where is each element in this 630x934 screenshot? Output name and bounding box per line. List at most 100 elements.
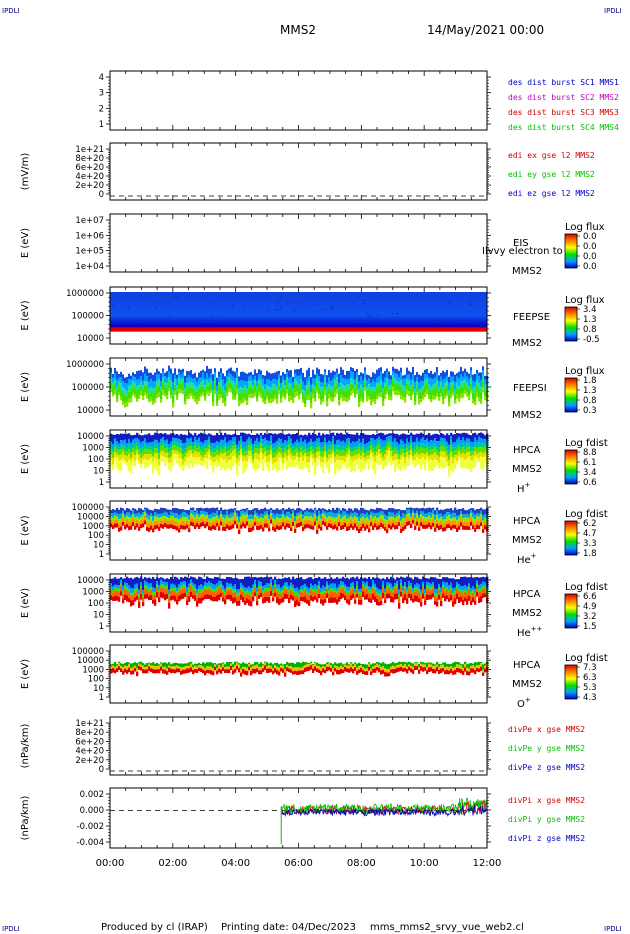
y-axis-label: (mV/m) (20, 153, 31, 191)
species-label: He++ (517, 625, 543, 639)
x-tick-label: 08:00 (347, 858, 376, 869)
corner-label-top-left: IPDLI (2, 7, 20, 15)
colorbar-label: 0.0 (583, 262, 597, 272)
colorbar-label: 6.6 (583, 592, 597, 602)
y-tick-label: 1 (99, 550, 104, 560)
legend-entry: divPe y gse MMS2 (508, 744, 585, 753)
y-tick-label: 0 (99, 765, 104, 775)
x-axis: 00:00 02:00 04:00 06:00 08:00 10:00 12:00 (96, 858, 502, 869)
y-tick-label: 100000 (72, 503, 104, 513)
spectrogram-6 (110, 432, 489, 477)
legend-entry: edi ex gse l2 MMS2 (508, 151, 595, 160)
colorbar-gradient (564, 520, 578, 556)
y-tick-label: 1 (99, 120, 104, 130)
panel-3: 1e+07 1e+06 1e+05 1e+04 E (eV) EIS MMS2 Ilvvy e… (20, 213, 605, 277)
spacecraft-label: MMS2 (512, 338, 542, 349)
spectrogram-5 (110, 362, 489, 409)
instrument-label: FEEPSI (513, 383, 547, 394)
panel-frame (109, 213, 488, 273)
colorbar-title: Log fdist (565, 653, 608, 664)
y-tick-label: 10 (93, 467, 104, 477)
colorbar-label: 3.3 (583, 539, 597, 549)
y-tick-label: 1e+06 (75, 231, 104, 241)
instrument-label: FEEPSE (513, 312, 550, 323)
legend: divPi x gse MMS2 divPi y gse MMS2 divPi z … (508, 796, 585, 843)
plot-date: 14/May/2021 00:00 (427, 23, 544, 37)
colorbar-label: 1.5 (583, 622, 597, 632)
colorbar-label: 0.6 (583, 478, 597, 488)
y-tick-label: 2e+20 (75, 756, 104, 766)
y-axis-label: E (eV) (20, 372, 31, 402)
series-line-2 (280, 797, 487, 816)
colorbar-label: 6.2 (583, 519, 597, 529)
y-tick-label: 10000 (77, 576, 104, 586)
x-tick-label: 00:00 (96, 858, 125, 869)
colorbar-label: 0.0 (583, 252, 597, 262)
legend-entry: divPi z gse MMS2 (508, 834, 585, 843)
y-tick-label: 1e+07 (75, 216, 104, 226)
colorbar-label: 4.9 (583, 602, 597, 612)
footer-produced-by: Produced by cl (IRAP) (101, 922, 208, 933)
plot-title: MMS2 (280, 23, 316, 37)
colorbar-gradient (564, 377, 578, 413)
y-tick-label: 1e+21 (75, 145, 104, 155)
colorbar-label: 1.8 (583, 376, 597, 386)
legend-entry: divPi x gse MMS2 (508, 796, 585, 805)
y-tick-label: 10000 (77, 432, 104, 442)
species-label: H+ (517, 481, 531, 495)
instrument-label: EIS (513, 238, 529, 249)
legend-entry: des dist burst SC3 MMS3 (508, 108, 619, 117)
instrument-label: HPCA (513, 589, 541, 600)
footer-file: mms_mms2_srvy_vue_web2.cl (370, 922, 524, 933)
panel-frame (109, 716, 488, 776)
y-tick-label: -0.004 (77, 838, 104, 848)
legend-entry: des dist burst SC2 MMS2 (508, 93, 619, 102)
y-tick-label: 100 (88, 455, 104, 465)
y-tick-label: 10000 (77, 406, 104, 416)
x-tick-label: 12:00 (473, 858, 502, 869)
y-axis-label: E (eV) (20, 300, 31, 330)
x-tick-label: 04:00 (221, 858, 250, 869)
y-tick-label: 1 (99, 622, 104, 632)
legend-entry: divPe x gse MMS2 (508, 725, 585, 734)
y-axis-label: E (eV) (20, 515, 31, 545)
colorbar-label: 6.3 (583, 673, 597, 683)
y-tick-label: 1 (99, 478, 104, 488)
colorbar-label: 7.3 (583, 663, 597, 673)
y-tick-label: 1000 (82, 522, 104, 532)
spacecraft-label: MMS2 (512, 410, 542, 421)
colorbar-gradient (564, 593, 578, 629)
colorbar-label: -0.5 (583, 335, 600, 345)
y-axis-label: E (eV) (20, 444, 31, 474)
colorbar-title: Log flux (565, 366, 605, 377)
colorbar-label: 1.3 (583, 386, 597, 396)
y-tick-label: 1000 (82, 588, 104, 598)
y-tick-label: -0.002 (77, 822, 104, 832)
x-tick-label: 06:00 (284, 858, 313, 869)
spacecraft-label: MMS2 (512, 266, 542, 277)
spacecraft-label: MMS2 (512, 464, 542, 475)
legend-entry: des dist burst SC1 MMS1 (508, 78, 619, 87)
colorbar-label: 0.0 (583, 242, 597, 252)
y-tick-label: 1e+05 (75, 247, 104, 257)
y-tick-label: 8e+20 (75, 728, 104, 738)
colorbar-label: 3.4 (583, 305, 597, 315)
y-tick-label: 0.000 (80, 806, 104, 816)
panel-4: 1000000 100000 10000 E (eV) FEEPSE MMS2 Log fl… (20, 286, 605, 349)
instrument-label: HPCA (513, 445, 541, 456)
colorbar-title: Log fdist (565, 582, 608, 593)
y-tick-label: 6e+20 (75, 737, 104, 747)
y-tick-label: 1e+21 (75, 719, 104, 729)
species-label: O+ (517, 696, 531, 710)
y-tick-label: 100 (88, 675, 104, 685)
legend-entry: des dist burst SC4 MMS4 (508, 123, 619, 132)
colorbar-title: Log flux (565, 295, 605, 306)
panel-11: 0.002 0.000 -0.002 -0.004 (nPa/km) divPi x gs… (20, 787, 585, 849)
legend-entry: edi ey gse l2 MMS2 (508, 170, 595, 179)
legend-entry: edi ez gse l2 MMS2 (508, 189, 595, 198)
